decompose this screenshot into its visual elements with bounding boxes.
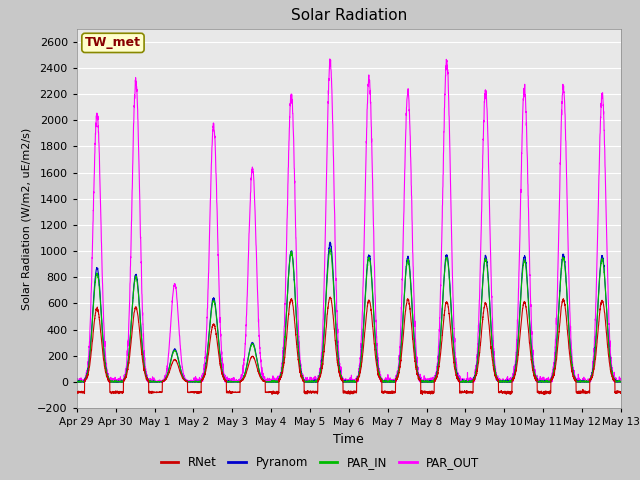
Title: Solar Radiation: Solar Radiation — [291, 9, 407, 24]
Legend: RNet, Pyranom, PAR_IN, PAR_OUT: RNet, Pyranom, PAR_IN, PAR_OUT — [156, 452, 484, 474]
X-axis label: Time: Time — [333, 432, 364, 445]
Text: TW_met: TW_met — [85, 36, 141, 49]
Y-axis label: Solar Radiation (W/m2, uE/m2/s): Solar Radiation (W/m2, uE/m2/s) — [22, 127, 32, 310]
